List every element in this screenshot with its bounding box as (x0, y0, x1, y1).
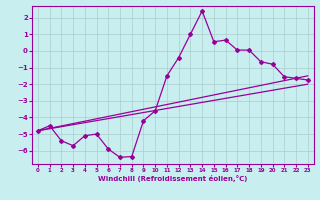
X-axis label: Windchill (Refroidissement éolien,°C): Windchill (Refroidissement éolien,°C) (98, 175, 247, 182)
